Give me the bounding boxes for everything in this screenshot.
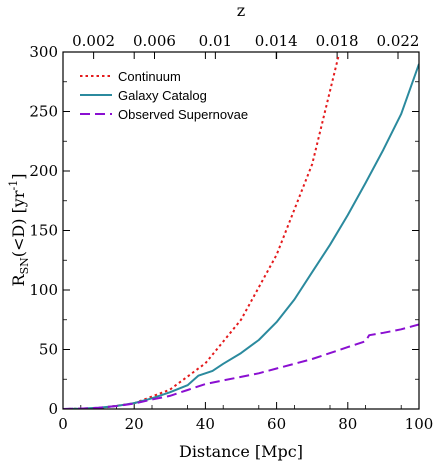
x-tick-label: 100 <box>405 415 434 433</box>
y-tick-label: 50 <box>39 341 58 359</box>
x-tick-label: 0 <box>58 415 68 433</box>
y-axis-title-rest: (<D) [yr <box>9 190 28 257</box>
legend-label-observed-supernovae: Observed Supernovae <box>118 107 248 122</box>
y-tick-label: 100 <box>29 281 58 299</box>
z-tick-label: 0.018 <box>316 32 359 50</box>
y-axis-title-end: ] <box>9 174 28 180</box>
z-tick-label: 0.006 <box>133 32 176 50</box>
z-tick-label: 0.01 <box>199 32 232 50</box>
z-tick-label: 0.022 <box>377 32 420 50</box>
y-tick-label: 150 <box>29 222 58 240</box>
x-tick-label: 60 <box>267 415 286 433</box>
top-axis-title: z <box>237 1 245 20</box>
x-tick-label: 80 <box>338 415 357 433</box>
series-line-observed-supernovae <box>63 323 419 409</box>
x-axis-title: Distance [Mpc] <box>179 442 303 461</box>
z-tick-label: 0.002 <box>72 32 115 50</box>
plot-frame <box>62 51 420 410</box>
y-tick-label: 250 <box>29 103 58 121</box>
svg-text:RSN(<D) [yr-1]: RSN(<D) [yr-1] <box>7 174 31 287</box>
y-axis-title-sub: SN <box>18 257 31 275</box>
x-tick-label: 40 <box>196 415 215 433</box>
axis-ticks: 0 20 40 60 80 100 0 50 100 150 200 250 300 0.002 0.006… <box>29 32 433 433</box>
y-axis-title-sup: -1 <box>7 180 20 191</box>
y-tick-label: 0 <box>48 400 58 418</box>
z-tick-label: 0.014 <box>255 32 298 50</box>
plot-series <box>63 54 419 409</box>
y-tick-label: 300 <box>29 43 58 61</box>
y-axis-title-main: R <box>9 273 28 286</box>
x-tick-label: 20 <box>125 415 144 433</box>
legend-label-galaxy-catalog: Galaxy Catalog <box>118 88 207 103</box>
y-axis-title: RSN(<D) [yr-1] <box>7 174 31 287</box>
legend: Continuum Galaxy Catalog Observed Supern… <box>80 69 248 122</box>
legend-label-continuum: Continuum <box>118 69 181 84</box>
y-tick-label: 200 <box>29 162 58 180</box>
